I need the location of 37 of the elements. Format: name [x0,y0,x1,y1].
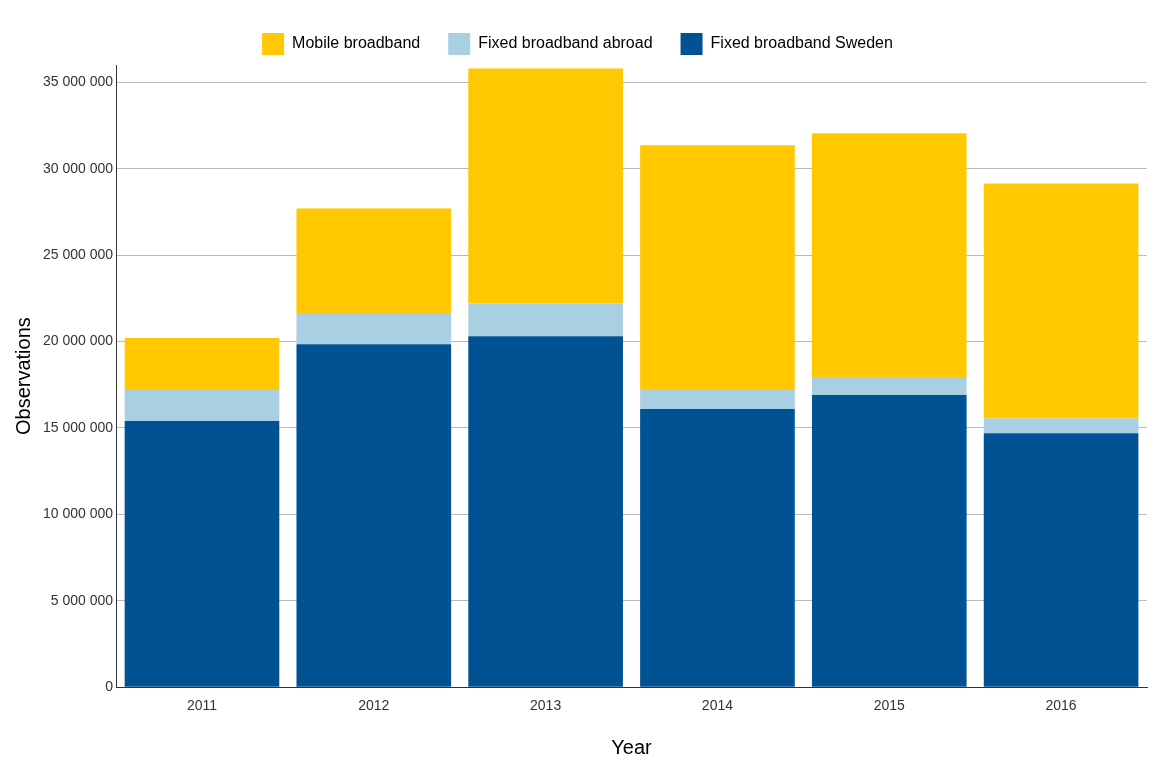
bar [640,145,795,390]
bar [124,389,280,422]
bar [983,183,1139,419]
bar [640,408,795,687]
bar [811,376,967,396]
y-tick-label: 25 000 000 [42,245,114,262]
bar [811,133,967,377]
bar [296,208,452,314]
legend-label: Fixed broadband Sweden [710,34,893,52]
y-tick-label: 0 [105,678,114,695]
bar [983,418,1139,434]
legend-label: Mobile broadband [292,34,421,52]
y-tick-label: 20 000 000 [42,332,114,349]
bar [811,395,967,687]
x-tick-label: 2013 [530,697,562,714]
y-tick-label: 30 000 000 [42,159,114,176]
x-tick-label: 2011 [186,697,218,714]
bar [296,344,452,687]
x-tick-label: 2015 [873,697,906,714]
bar [640,389,795,409]
legend-label: Fixed broadband abroad [478,34,653,52]
bar [124,338,280,390]
bar [124,421,280,687]
bar [296,313,452,345]
x-tick-label: 2012 [358,697,390,714]
bar [983,433,1139,687]
x-tick-label: 2014 [701,697,734,714]
y-tick-label: 15 000 000 [42,418,114,435]
y-tick-label: 10 000 000 [42,505,114,522]
y-tick-label: 5 000 000 [50,591,114,608]
y-axis-title: Observations [11,317,34,436]
bar [468,68,623,304]
x-axis-title: Year [611,735,653,758]
y-tick-label: 35 000 000 [42,73,114,90]
bar [468,336,623,687]
x-tick-label: 2016 [1045,697,1077,714]
bar [468,303,623,337]
